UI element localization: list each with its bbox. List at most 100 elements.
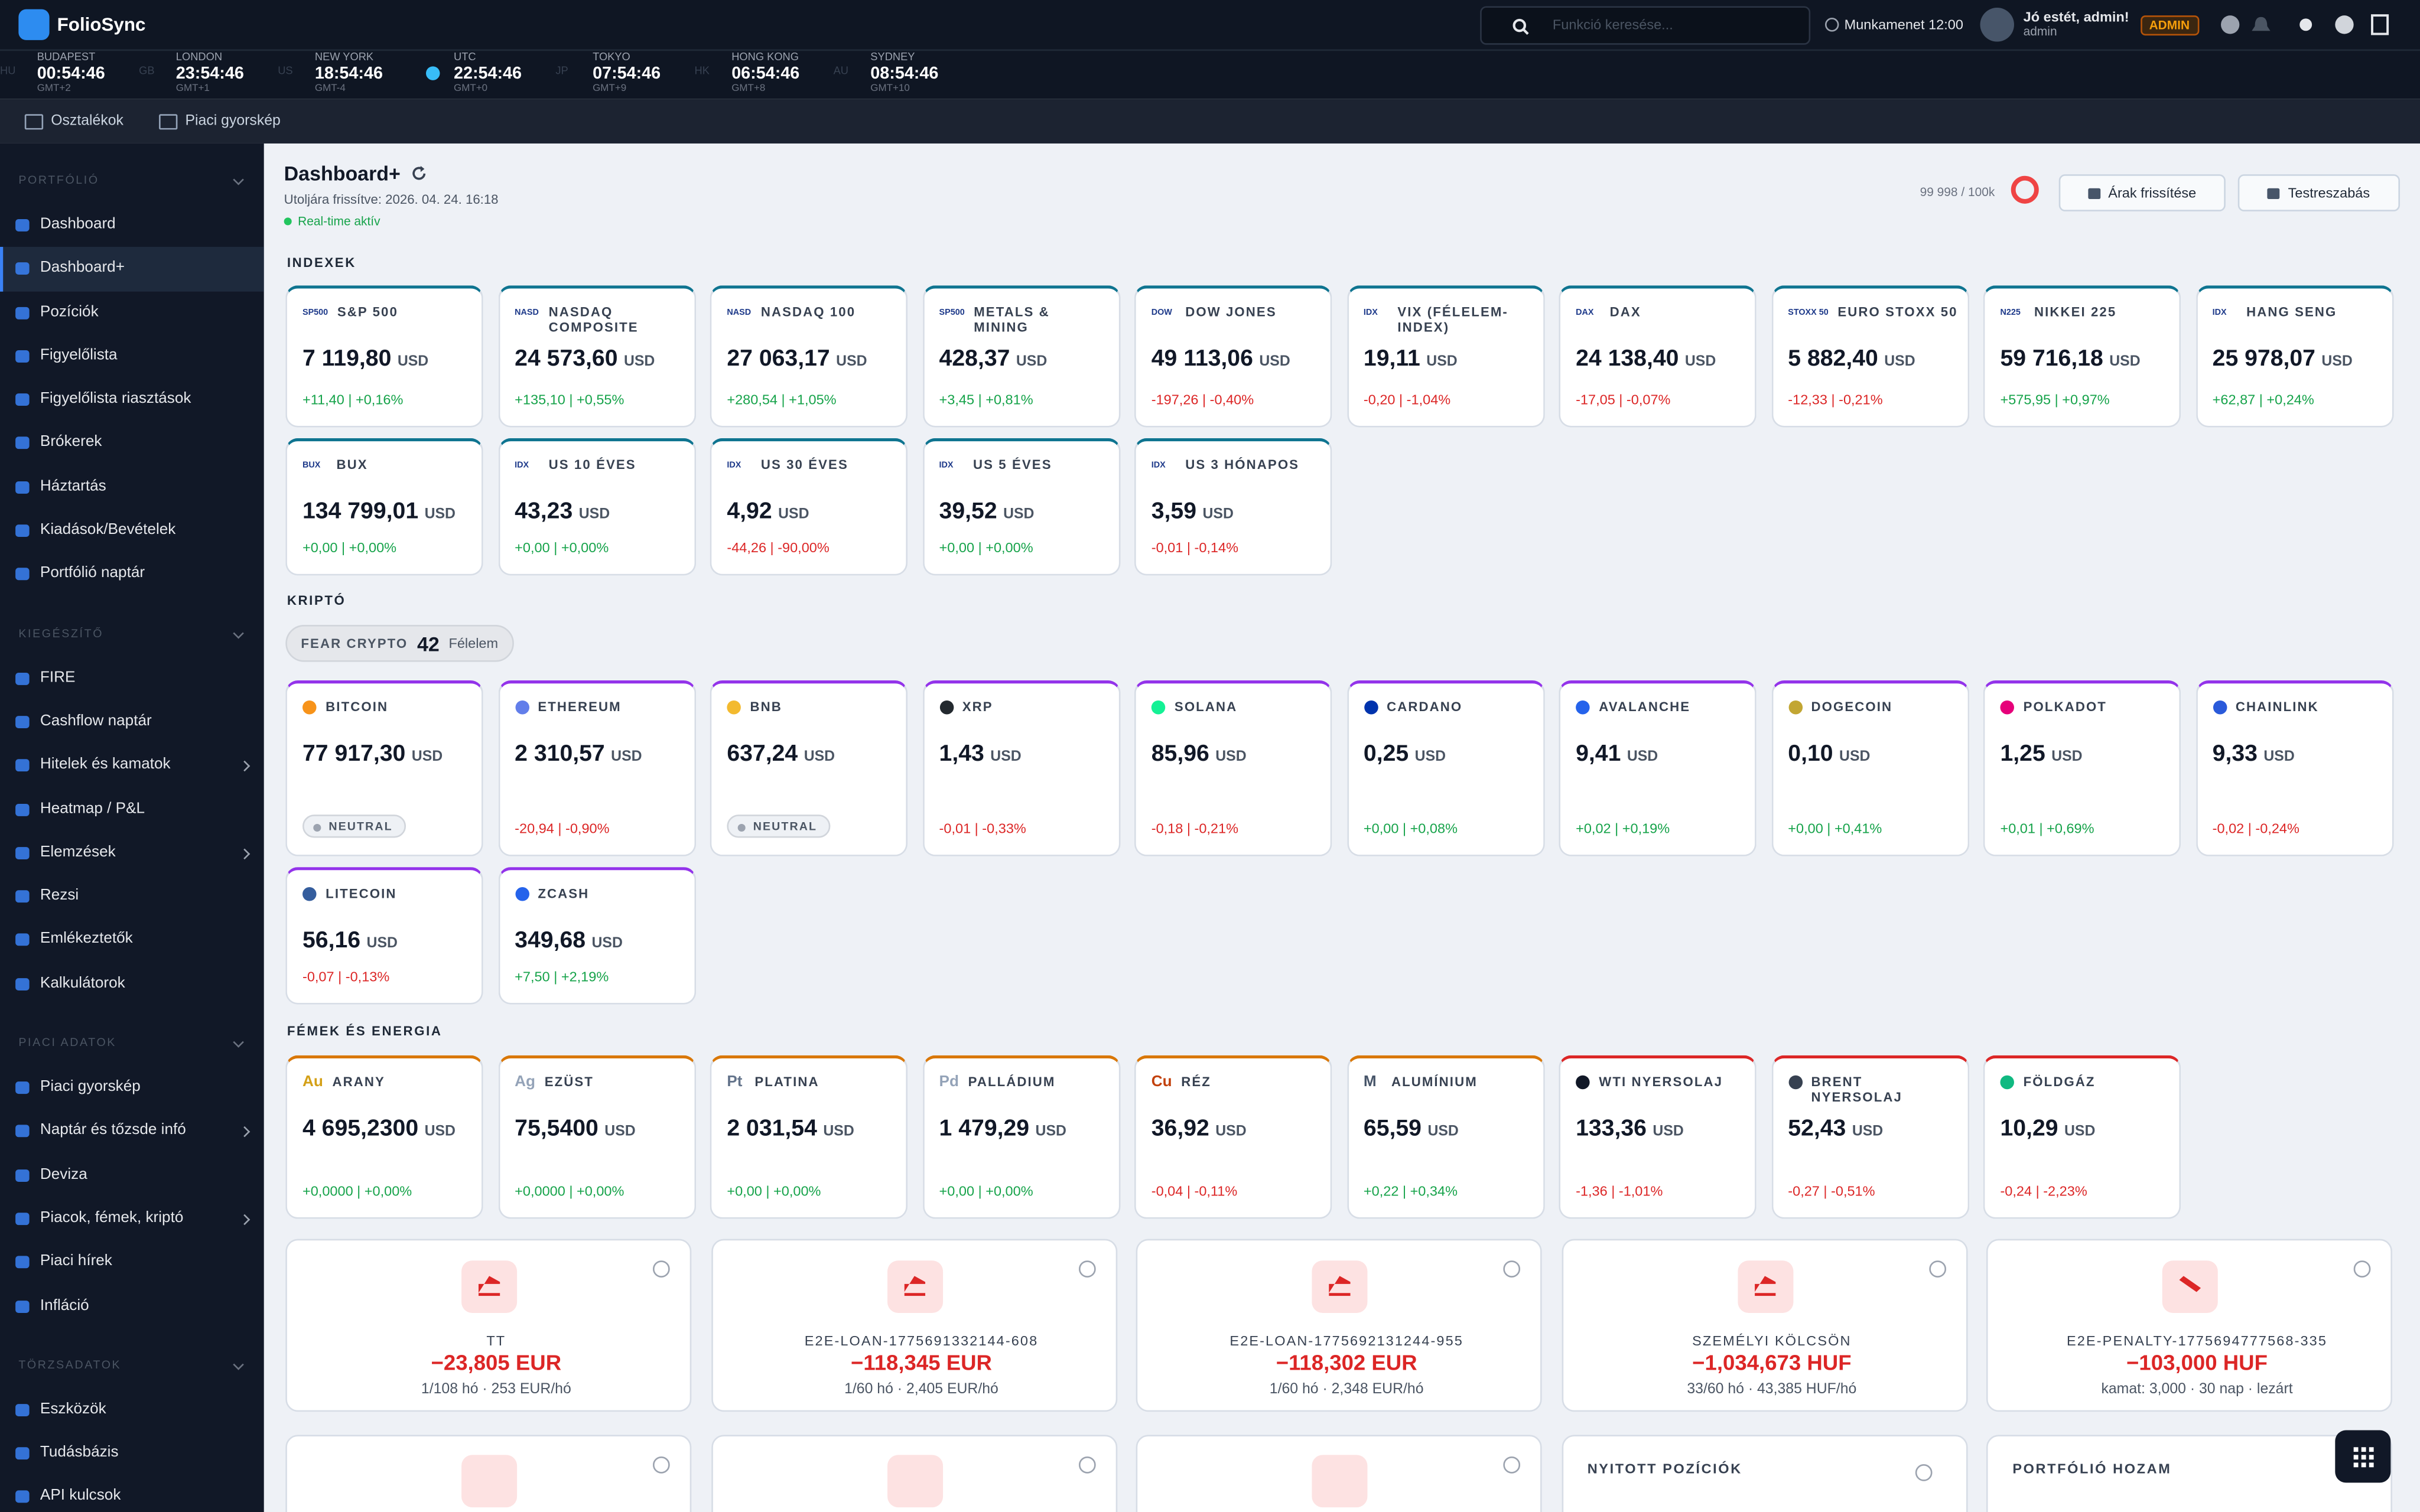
sidebar-item[interactable]: Cashflow naptár: [0, 700, 264, 744]
sidebar-item[interactable]: Dashboard: [0, 204, 264, 247]
info-icon[interactable]: [1503, 1260, 1521, 1278]
asset-card[interactable]: Au ARANY 4 695,2300 USD +0,0000 | +0,00%: [285, 1055, 483, 1219]
refresh-prices-button[interactable]: Árak frissítése: [2058, 174, 2226, 211]
asset-card[interactable]: FÖLDGÁZ 10,29 USD -0,24 | -2,23%: [1983, 1055, 2181, 1219]
sidebar-item[interactable]: Heatmap / P&L: [0, 788, 264, 832]
tab[interactable]: Osztalékok: [24, 99, 123, 144]
loan-card[interactable]: E2E-LOAN-1775692131244-955 −118,302 EUR 1/…: [1136, 1239, 1542, 1412]
loan-card[interactable]: E2E-PENALTY-1775694777568-335 −103,000 HU…: [1986, 1239, 2392, 1412]
user[interactable]: Jó estét, admin! admin ADMIN: [1980, 0, 2199, 50]
loan-card[interactable]: TT −23,805 EUR 1/108 hó · 253 EUR/hó: [285, 1239, 692, 1412]
sidebar-item[interactable]: Elemzések: [0, 832, 264, 875]
asset-card[interactable]: WTI NYERSOLAJ 133,36 USD -1,36 | -1,01%: [1559, 1055, 1757, 1219]
asset-card[interactable]: XRP 1,43 USD -0,01 | -0,33%: [922, 680, 1120, 856]
asset-card[interactable]: SP500 METALS & MINING 428,37 USD +3,45 | +0,…: [922, 285, 1120, 428]
sidebar-item[interactable]: Figyelőlista: [0, 335, 264, 379]
info-icon[interactable]: [2353, 1260, 2371, 1278]
clock-timezone: GMT+9: [593, 83, 627, 94]
sidebar-item[interactable]: Rezsi: [0, 875, 264, 919]
asset-card[interactable]: DAX DAX 24 138,40 USD -17,05 | -0,07%: [1559, 285, 1757, 428]
sidebar-item[interactable]: Emlékeztetők: [0, 918, 264, 962]
toolbar-icons[interactable]: [2218, 12, 2403, 37]
asset-card[interactable]: IDX US 5 ÉVES 39,52 USD +0,00 | +0,00%: [922, 438, 1120, 576]
asset-card[interactable]: STOXX 50 EURO STOXX 50 5 882,40 USD -12,33 |…: [1771, 285, 1969, 428]
sidebar-item[interactable]: Piaci gyorskép: [0, 1066, 264, 1110]
sidebar-heading[interactable]: PIACI ADATOK: [0, 1028, 264, 1058]
tab-icon: [24, 113, 44, 129]
sidebar-item[interactable]: Infláció: [0, 1285, 264, 1328]
asset-card[interactable]: NASD NASDAQ COMPOSITE 24 573,60 USD +135,10 …: [497, 285, 695, 428]
apps-button[interactable]: [2335, 1430, 2391, 1483]
sidebar-item[interactable]: Piacok, fémek, kriptó: [0, 1197, 264, 1241]
brand[interactable]: FolioSync: [18, 9, 145, 40]
sidebar-item[interactable]: API kulcsok: [0, 1475, 264, 1512]
asset-card[interactable]: DOW DOW JONES 49 113,06 USD -197,26 | -0,40%: [1134, 285, 1332, 428]
asset-card[interactable]: ZCASH 349,68 USD +7,50 | +2,19%: [497, 867, 695, 1005]
loan-card[interactable]: E2E-LOAN-1775691332144-608 −118,345 EUR 1/…: [710, 1239, 1117, 1412]
tab[interactable]: Piaci gyorskép: [159, 99, 281, 144]
sidebar-item[interactable]: Deviza: [0, 1153, 264, 1197]
info-icon[interactable]: [1078, 1260, 1095, 1278]
asset-card[interactable]: IDX US 3 HÓNAPOS 3,59 USD -0,01 | -0,14%: [1134, 438, 1332, 576]
search-box[interactable]: Funkció keresése...: [1480, 6, 1811, 45]
sidebar-item[interactable]: Tudásbázis: [0, 1432, 264, 1475]
asset-name: BITCOIN: [326, 699, 389, 715]
asset-card[interactable]: CHAINLINK 9,33 USD -0,02 | -0,24%: [2195, 680, 2393, 856]
sidebar-heading[interactable]: PORTFÓLIÓ: [0, 165, 264, 196]
loan-amount: −118,345 EUR: [851, 1350, 992, 1375]
sidebar-item[interactable]: Dashboard+: [0, 247, 264, 291]
sidebar-heading[interactable]: TÖRZSADATOK: [0, 1350, 264, 1380]
asset-card[interactable]: CARDANO 0,25 USD +0,00 | +0,08%: [1346, 680, 1544, 856]
asset-card[interactable]: IDX VIX (FÉLELEM-INDEX) 19,11 USD -0,20 | -1…: [1346, 285, 1544, 428]
asset-card[interactable]: Ag EZÜST 75,5400 USD +0,0000 | +0,00%: [497, 1055, 695, 1219]
sidebar-item[interactable]: Háztartás: [0, 465, 264, 509]
asset-card[interactable]: BRENT NYERSOLAJ 52,43 USD -0,27 | -0,51%: [1771, 1055, 1969, 1219]
sidebar-item[interactable]: Hitelek és kamatok: [0, 744, 264, 788]
asset-card[interactable]: ETHEREUM 2 310,57 USD -20,94 | -0,90%: [497, 680, 695, 856]
asset-card[interactable]: LITECOIN 56,16 USD -0,07 | -0,13%: [285, 867, 483, 1005]
asset-change: -0,07 | -0,13%: [302, 969, 390, 985]
asset-change: +0,00 | +0,00%: [727, 1183, 821, 1199]
asset-card[interactable]: N225 NIKKEI 225 59 716,18 USD +575,95 | +0,9…: [1983, 285, 2181, 428]
sidebar-item[interactable]: Portfólió naptár: [0, 553, 264, 597]
asset-card[interactable]: IDX HANG SENG 25 978,07 USD +62,87 | +0,24%: [2195, 285, 2393, 428]
asset-card[interactable]: SOLANA 85,96 USD -0,18 | -0,21%: [1134, 680, 1332, 856]
asset-card[interactable]: Pt PLATINA 2 031,54 USD +0,00 | +0,00%: [710, 1055, 908, 1219]
sidebar-item[interactable]: Figyelőlista riasztások: [0, 378, 264, 422]
asset-card[interactable]: AVALANCHE 9,41 USD +0,02 | +0,19%: [1559, 680, 1757, 856]
asset-card[interactable]: NASD NASDAQ 100 27 063,17 USD +280,54 | +1,0…: [710, 285, 908, 428]
asset-change: +0,00 | +0,41%: [1788, 820, 1882, 836]
sidebar-item[interactable]: Kalkulátorok: [0, 962, 264, 1006]
asset-card[interactable]: POLKADOT 1,25 USD +0,01 | +0,69%: [1983, 680, 2181, 856]
asset-card[interactable]: IDX US 30 ÉVES 4,92 USD -44,26 | -90,00%: [710, 438, 908, 576]
asset-unit: USD: [1653, 1123, 1684, 1140]
asset-name: ALUMÍNIUM: [1391, 1074, 1478, 1090]
asset-card[interactable]: BUX BUX 134 799,01 USD +0,00 | +0,00%: [285, 438, 483, 576]
asset-card[interactable]: IDX US 10 ÉVES 43,23 USD +0,00 | +0,00%: [497, 438, 695, 576]
sidebar-item[interactable]: Brókerek: [0, 422, 264, 465]
customize-button[interactable]: Testreszabás: [2237, 174, 2401, 211]
sidebar-item[interactable]: Kiadások/Bevételek: [0, 509, 264, 553]
loan-card[interactable]: SZEMÉLYI KÖLCSÖN −1,034,673 HUF 33/60 hó ·…: [1561, 1239, 1967, 1412]
asset-card[interactable]: Cu RÉZ 36,92 USD -0,04 | -0,11%: [1134, 1055, 1332, 1219]
asset-card[interactable]: M ALUMÍNIUM 65,59 USD +0,22 | +0,34%: [1346, 1055, 1544, 1219]
asset-name: ARANY: [332, 1074, 385, 1090]
sidebar-item[interactable]: Pozíciók: [0, 291, 264, 335]
asset-card[interactable]: SP500 S&P 500 7 119,80 USD +11,40 | +0,16%: [285, 285, 483, 428]
info-icon[interactable]: [652, 1260, 670, 1278]
sidebar-item[interactable]: Piaci hírek: [0, 1241, 264, 1285]
summary-card: PORTFÓLIÓ HOZAM: [1986, 1435, 2392, 1512]
info-icon[interactable]: [1928, 1260, 1946, 1278]
refresh-icon[interactable]: [410, 165, 427, 183]
asset-card[interactable]: DOGECOIN 0,10 USD +0,00 | +0,41%: [1771, 680, 1969, 856]
world-clock: GB LONDON 23:54:46 GMT+1: [139, 53, 262, 96]
sidebar-item[interactable]: Eszközök: [0, 1389, 264, 1432]
asset-card[interactable]: Pd PALLÁDIUM 1 479,29 USD +0,00 | +0,00%: [922, 1055, 1120, 1219]
sidebar-item[interactable]: FIRE: [0, 657, 264, 700]
sidebar-heading[interactable]: KIEGÉSZÍTŐ: [0, 618, 264, 649]
page-title: Dashboard+: [284, 162, 427, 185]
sidebar-item[interactable]: Naptár és tőzsde infó: [0, 1110, 264, 1153]
card-header: N225 NIKKEI 225: [2000, 304, 2169, 320]
